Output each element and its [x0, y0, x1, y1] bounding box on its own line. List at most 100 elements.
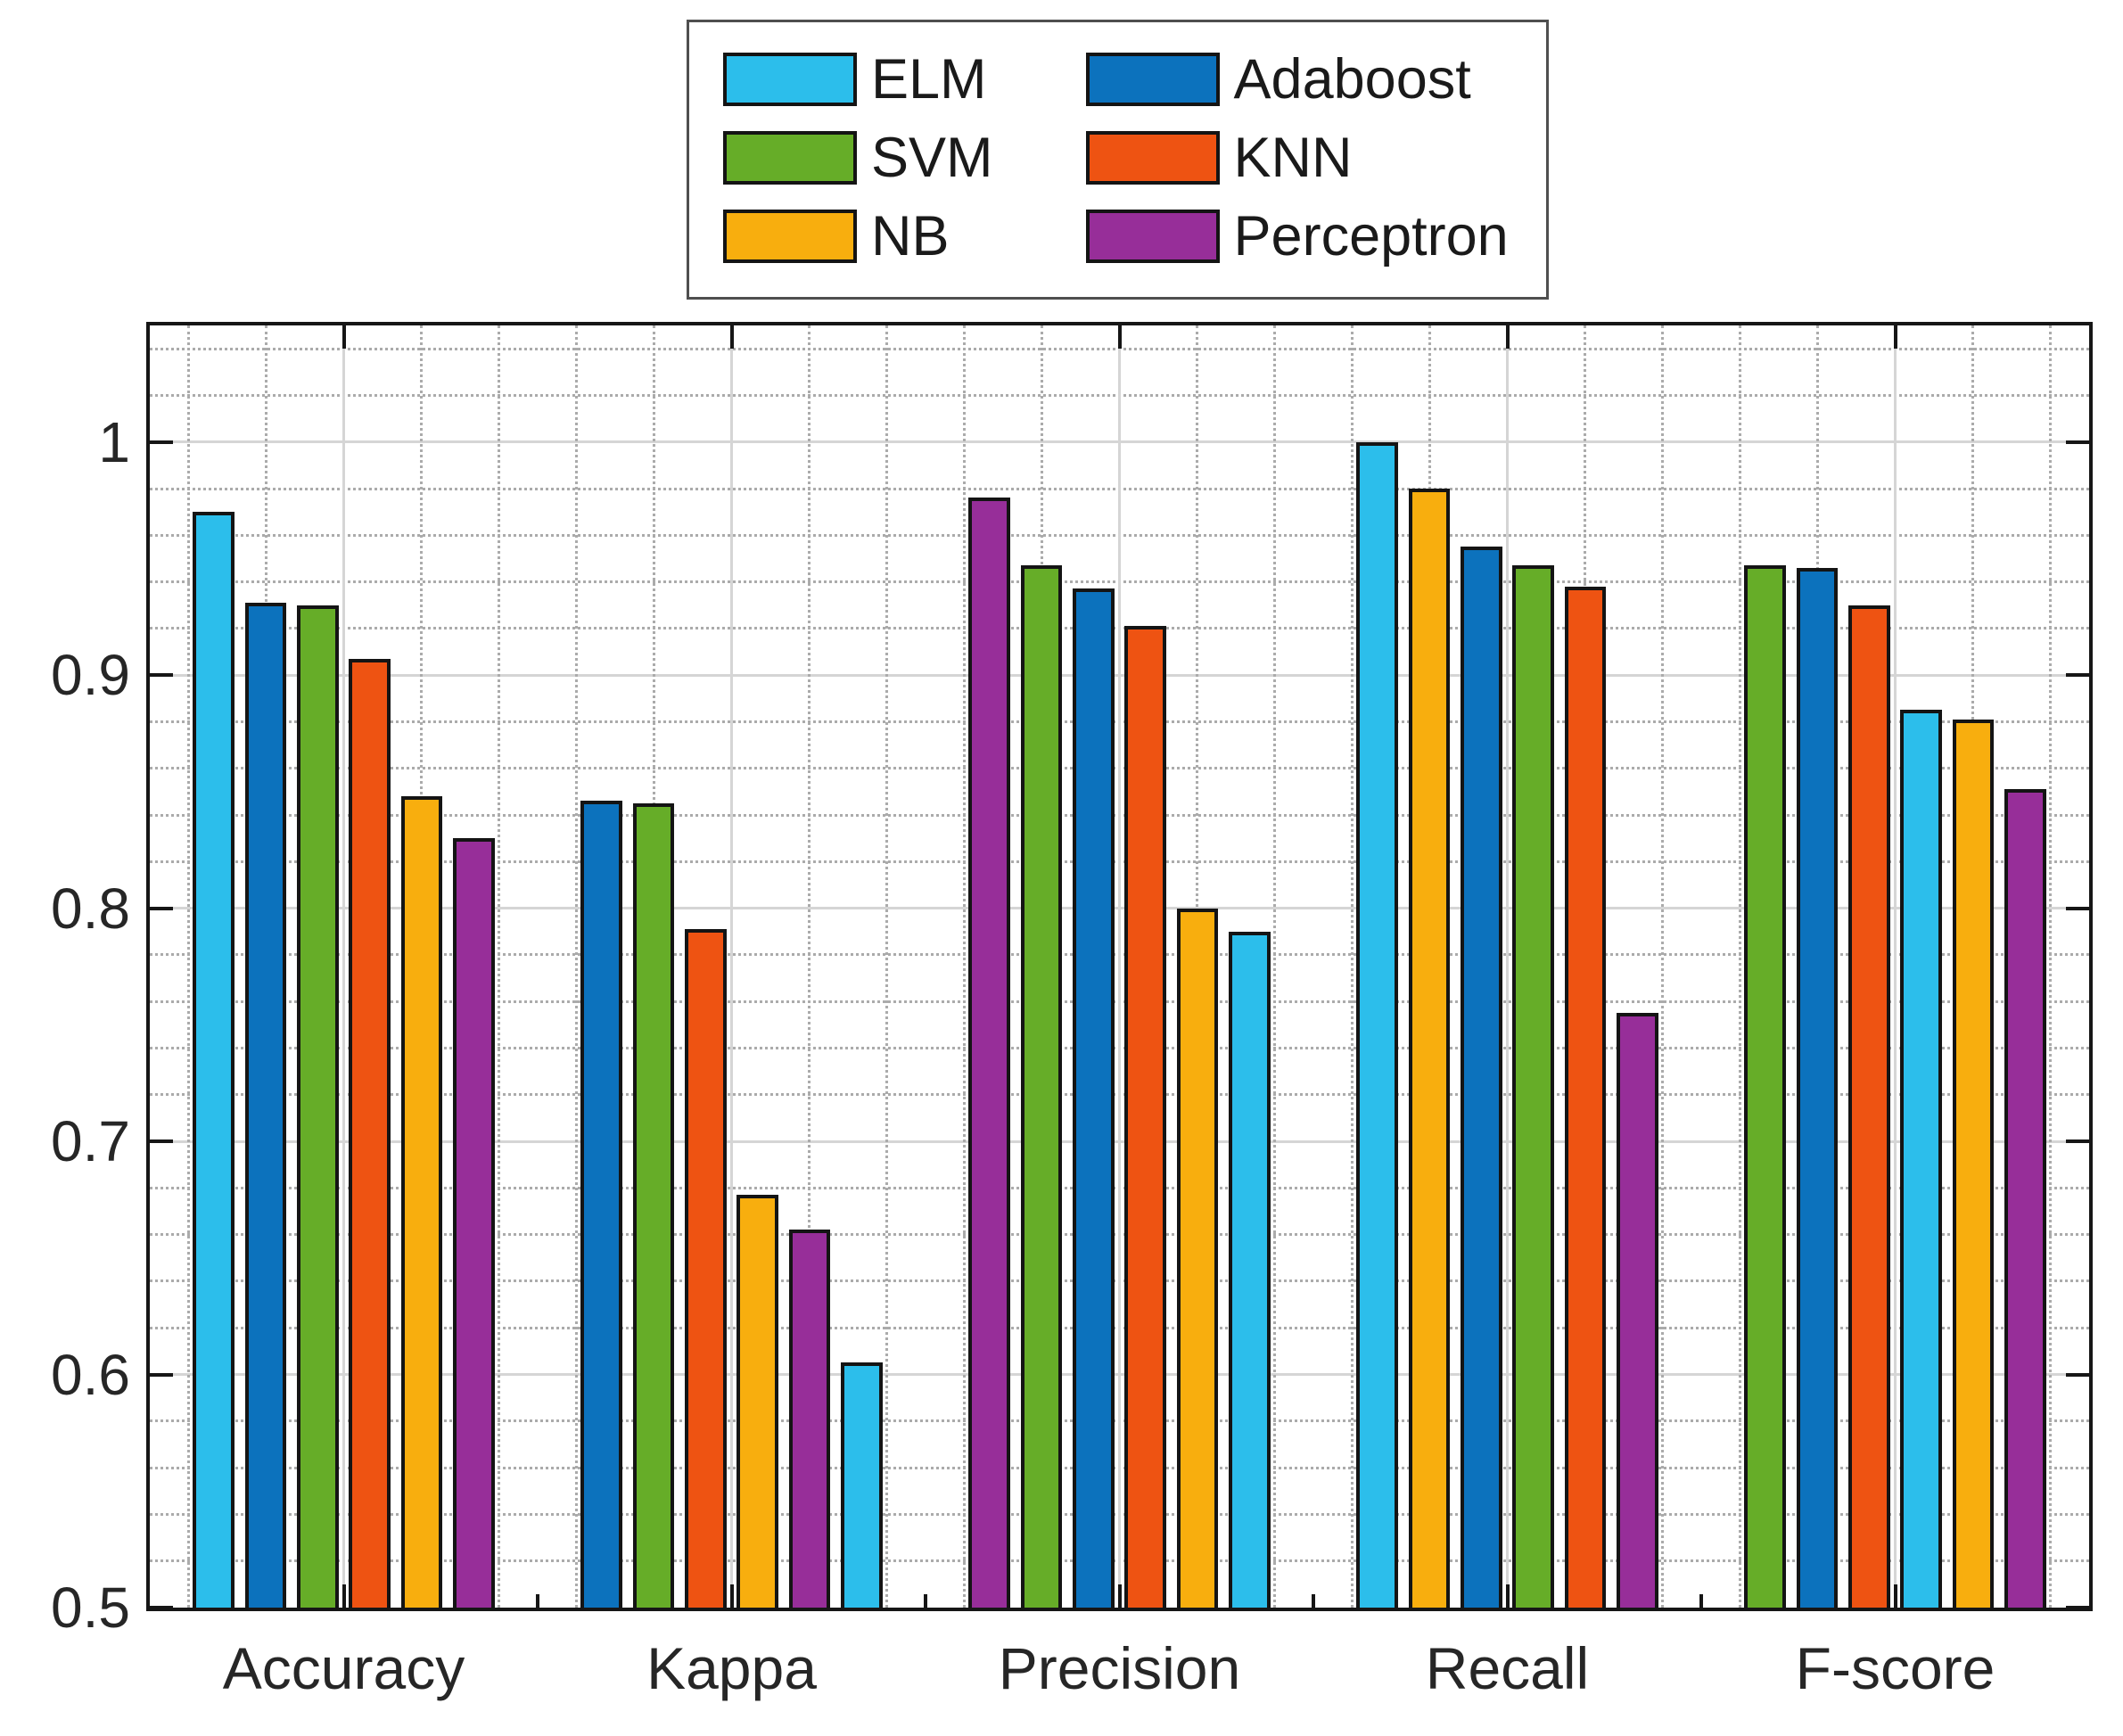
x-tick-bottom [1117, 1584, 1122, 1608]
plot-area [146, 322, 2093, 1611]
bar-precision-perceptron [968, 498, 1010, 1608]
bar-f-score-nb [1952, 719, 1995, 1608]
y-tick-label: 0.6 [51, 1342, 130, 1407]
bar-kappa-knn [684, 929, 727, 1608]
y-tick-label: 0.7 [51, 1109, 130, 1174]
bar-precision-knn [1124, 626, 1167, 1608]
bar-recall-knn [1564, 586, 1607, 1608]
bar-group-recall [1313, 325, 1701, 1608]
y-tick-right [2066, 1606, 2089, 1609]
x-tick-bottom [1505, 1584, 1510, 1608]
gridline-minor-v [885, 325, 888, 1608]
bar-recall-perceptron [1617, 1013, 1658, 1608]
legend-item-nb: NB [723, 204, 993, 267]
legend-swatch-adaboost [1085, 53, 1220, 106]
gridline-major-v [1506, 325, 1509, 1608]
bar-kappa-svm [632, 802, 675, 1608]
gridline-minor-v [808, 325, 811, 1608]
gridline-major-v [1894, 325, 1897, 1608]
legend-swatch-perceptron [1085, 210, 1220, 263]
bar-accuracy-adaboost [244, 603, 287, 1608]
legend-label-adaboost: Adaboost [1233, 47, 1471, 111]
legend-item-svm: SVM [723, 126, 993, 189]
x-minor-tick-bottom [1312, 1594, 1315, 1608]
y-tick-left [150, 1372, 173, 1377]
bar-f-score-svm [1744, 565, 1786, 1608]
gridline-minor-v [1661, 325, 1664, 1608]
y-tick-label: 0.5 [51, 1576, 130, 1640]
bar-precision-nb [1176, 908, 1219, 1608]
bar-group-accuracy [150, 325, 538, 1608]
bar-precision-svm [1020, 565, 1063, 1608]
bar-kappa-nb [736, 1195, 779, 1608]
y-tick-left [150, 440, 173, 444]
gridline-minor-v [2049, 325, 2052, 1608]
bar-kappa-elm [841, 1362, 883, 1608]
bar-group-kappa [538, 325, 926, 1608]
x-tick-top [1893, 325, 1897, 349]
bar-accuracy-elm [193, 512, 235, 1608]
x-category-label: Precision [998, 1635, 1241, 1701]
bar-recall-adaboost [1460, 547, 1502, 1608]
x-tick-top [341, 325, 346, 349]
gridline-major-v [730, 325, 733, 1608]
gridline-minor-v [575, 325, 578, 1608]
bar-f-score-adaboost [1796, 567, 1839, 1608]
legend-label-svm: SVM [871, 126, 993, 189]
y-tick-left [150, 906, 173, 910]
x-tick-bottom [1893, 1584, 1897, 1608]
x-tick-top [1505, 325, 1510, 349]
legend-item-adaboost: Adaboost [1085, 47, 1509, 111]
legend-swatch-nb [723, 210, 857, 263]
bar-f-score-perceptron [2004, 789, 2046, 1608]
gridline-minor-v [1739, 325, 1741, 1608]
y-tick-right [2066, 906, 2089, 910]
gridline-major-v [1118, 325, 1121, 1608]
gridline-minor-v [963, 325, 966, 1608]
legend-item-perceptron: Perceptron [1085, 204, 1509, 267]
gridline-minor-v [1273, 325, 1276, 1608]
legend-swatch-knn [1085, 131, 1220, 185]
bar-recall-elm [1356, 441, 1398, 1608]
legend: ELM SVM NB Adaboost KNN Perceptron [687, 20, 1549, 300]
x-minor-tick-bottom [536, 1594, 539, 1608]
x-tick-bottom [341, 1584, 346, 1608]
bar-accuracy-nb [400, 796, 443, 1608]
x-tick-top [729, 325, 734, 349]
bar-precision-adaboost [1072, 588, 1115, 1608]
y-tick-right [2066, 1140, 2089, 1144]
gridline-minor-v [187, 325, 190, 1608]
x-tick-bottom [729, 1584, 734, 1608]
x-minor-tick-bottom [1699, 1594, 1703, 1608]
y-tick-left [150, 1606, 173, 1609]
gridline-minor-v [1351, 325, 1354, 1608]
legend-swatch-elm [723, 53, 857, 106]
bar-accuracy-perceptron [453, 838, 495, 1608]
legend-label-elm: ELM [871, 47, 987, 111]
x-category-label: Recall [1425, 1635, 1590, 1701]
y-tick-right [2066, 440, 2089, 444]
y-tick-label: 1 [98, 409, 130, 474]
bar-accuracy-knn [349, 658, 391, 1608]
x-category-label: Kappa [646, 1635, 817, 1701]
legend-label-nb: NB [871, 204, 950, 267]
bar-precision-elm [1229, 931, 1271, 1608]
x-category-label: F-score [1795, 1635, 1995, 1701]
legend-label-perceptron: Perceptron [1233, 204, 1509, 267]
gridline-major-v [342, 325, 345, 1608]
gridline-minor-v [498, 325, 500, 1608]
x-category-label: Accuracy [222, 1635, 465, 1701]
y-tick-left [150, 673, 173, 678]
bar-kappa-adaboost [580, 801, 622, 1608]
y-tick-left [150, 1140, 173, 1144]
bar-f-score-knn [1847, 605, 1890, 1608]
bar-f-score-elm [1900, 710, 1943, 1608]
legend-item-knn: KNN [1085, 126, 1509, 189]
x-minor-tick-bottom [924, 1594, 927, 1608]
y-tick-right [2066, 673, 2089, 678]
bar-group-precision [926, 325, 1313, 1608]
bar-kappa-perceptron [788, 1230, 831, 1608]
legend-label-knn: KNN [1233, 126, 1353, 189]
bar-group-f-score [1701, 325, 2089, 1608]
